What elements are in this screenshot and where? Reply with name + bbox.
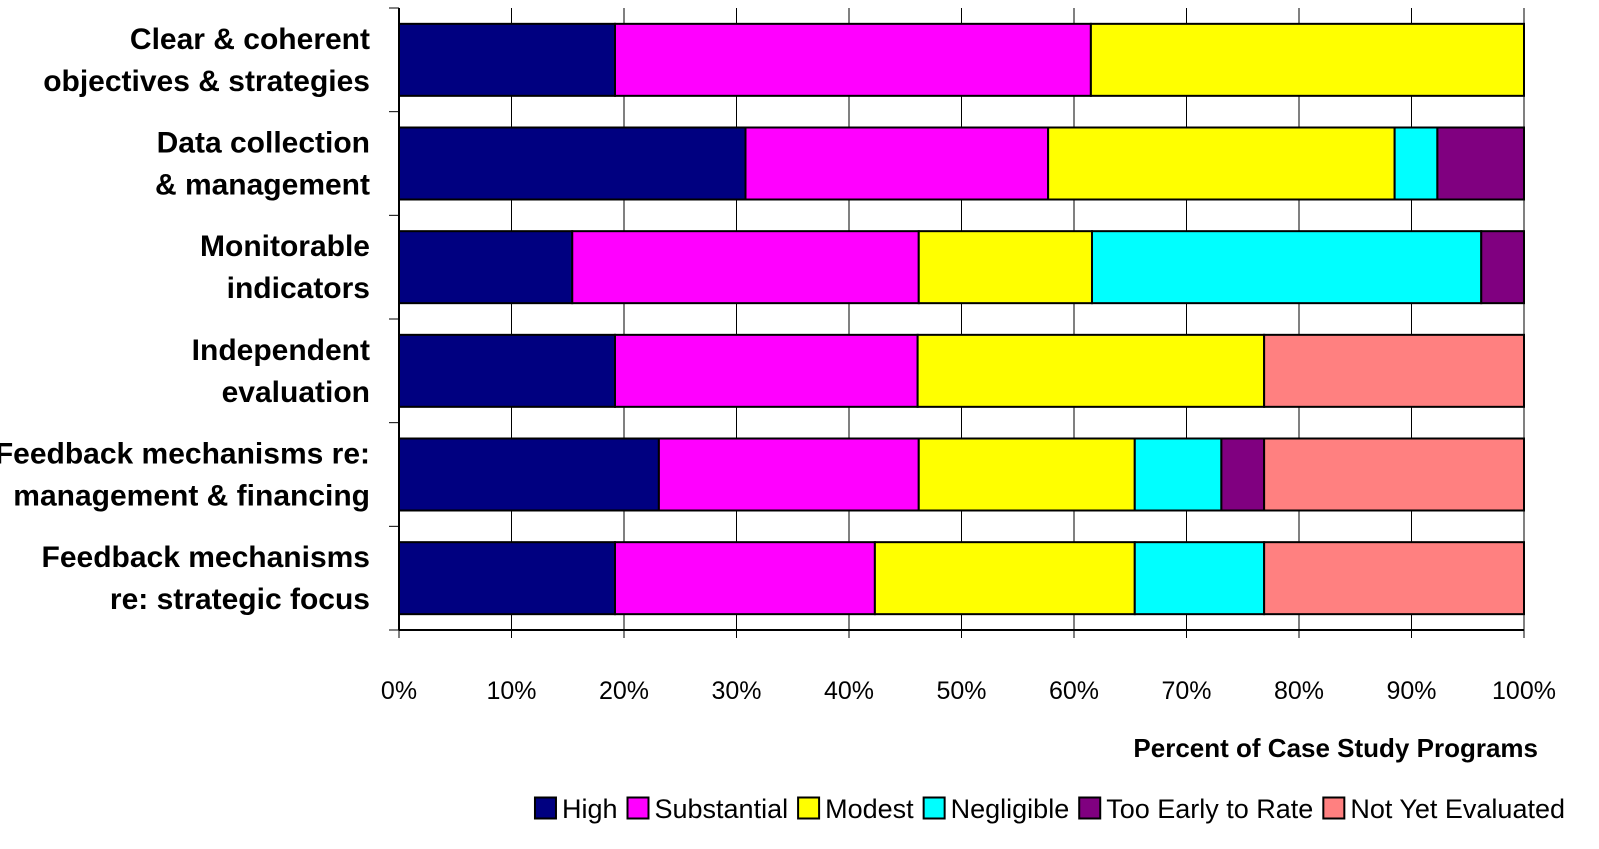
- category-label: indicators: [227, 272, 370, 305]
- axes: [389, 7, 1525, 638]
- grid-lines: [398, 8, 1525, 630]
- category-label: evaluation: [222, 376, 370, 409]
- category-label: Monitorable: [200, 230, 370, 263]
- bar-segment-not-yet-evaluated: [1263, 541, 1525, 616]
- category-label: Data collection: [157, 127, 370, 160]
- x-tick-label: 40%: [824, 677, 874, 705]
- bar-segment-modest: [873, 541, 1136, 616]
- x-tick-label: 30%: [711, 677, 761, 705]
- bar-segment-high: [398, 541, 616, 616]
- bar-segment-negligible: [1133, 541, 1266, 616]
- legend-label: Modest: [825, 794, 914, 824]
- x-tick-label: 60%: [1049, 677, 1099, 705]
- bar-segment-modest: [1047, 126, 1396, 201]
- bar-segment-substantial: [614, 333, 919, 408]
- category-label: Feedback mechanisms re:: [0, 438, 370, 471]
- bar-segment-negligible: [1091, 230, 1483, 305]
- x-tick-label: 90%: [1386, 677, 1436, 705]
- legend-label: Too Early to Rate: [1106, 794, 1313, 824]
- x-tick-label: 80%: [1274, 677, 1324, 705]
- bar-segment-not-yet-evaluated: [1263, 333, 1525, 408]
- legend: High Substantial Modest Negligible Too Early…: [533, 794, 1565, 824]
- category-label: Feedback mechanisms: [42, 541, 371, 574]
- x-tick-label: 20%: [599, 677, 649, 705]
- category-label: management & financing: [13, 480, 370, 513]
- x-tick-label: 70%: [1161, 677, 1211, 705]
- legend-swatch: [533, 796, 557, 820]
- bars: [398, 22, 1525, 616]
- category-label: objectives & strategies: [43, 65, 370, 98]
- legend-swatch: [626, 796, 650, 820]
- bar-segment-modest: [1089, 22, 1525, 97]
- bar-segment-high: [398, 437, 660, 512]
- legend-label: High: [562, 794, 618, 824]
- category-label: Independent: [192, 334, 370, 367]
- bar-segment-high: [398, 126, 747, 201]
- bar-segment-high: [398, 333, 616, 408]
- bar-segment-modest: [916, 333, 1266, 408]
- bar-segment-high: [398, 230, 574, 305]
- category-label: Clear & coherent: [130, 23, 370, 56]
- bar-segment-high: [398, 22, 616, 97]
- x-tick-label: 10%: [486, 677, 536, 705]
- bar-segment-negligible: [1133, 437, 1223, 512]
- category-label: re: strategic focus: [110, 583, 370, 616]
- bar-segment-not-yet-evaluated: [1263, 437, 1525, 512]
- x-tick-label: 50%: [936, 677, 986, 705]
- legend-label: Substantial: [655, 794, 789, 824]
- bar-segment-substantial: [614, 22, 1092, 97]
- x-axis-title: Percent of Case Study Programs: [1133, 733, 1538, 763]
- bar-segment-substantial: [657, 437, 920, 512]
- legend-swatch: [797, 796, 821, 820]
- bar-segment-modest: [917, 437, 1136, 512]
- legend-swatch: [1322, 796, 1346, 820]
- category-label: & management: [155, 169, 370, 202]
- bar-segment-substantial: [614, 541, 876, 616]
- legend-swatch: [922, 796, 946, 820]
- bar-segment-negligible: [1393, 126, 1439, 201]
- bar-segment-too-early-to-rate: [1436, 126, 1525, 201]
- legend-label: Negligible: [951, 794, 1070, 824]
- bar-segment-too-early-to-rate: [1480, 230, 1525, 305]
- bar-segment-substantial: [571, 230, 920, 305]
- legend-label: Not Yet Evaluated: [1350, 794, 1565, 824]
- x-tick-label: 0%: [381, 677, 417, 705]
- bar-segment-substantial: [744, 126, 1050, 201]
- legend-swatch: [1078, 796, 1102, 820]
- x-tick-label: 100%: [1492, 677, 1556, 705]
- bar-segment-too-early-to-rate: [1220, 437, 1266, 512]
- category-labels: Clear & coherent objectives & strategies D…: [0, 23, 370, 616]
- x-tick-labels: 0% 10% 20% 30% 40% 50% 60% 70% 80% 90% 100%: [381, 677, 1556, 705]
- bar-segment-modest: [917, 230, 1093, 305]
